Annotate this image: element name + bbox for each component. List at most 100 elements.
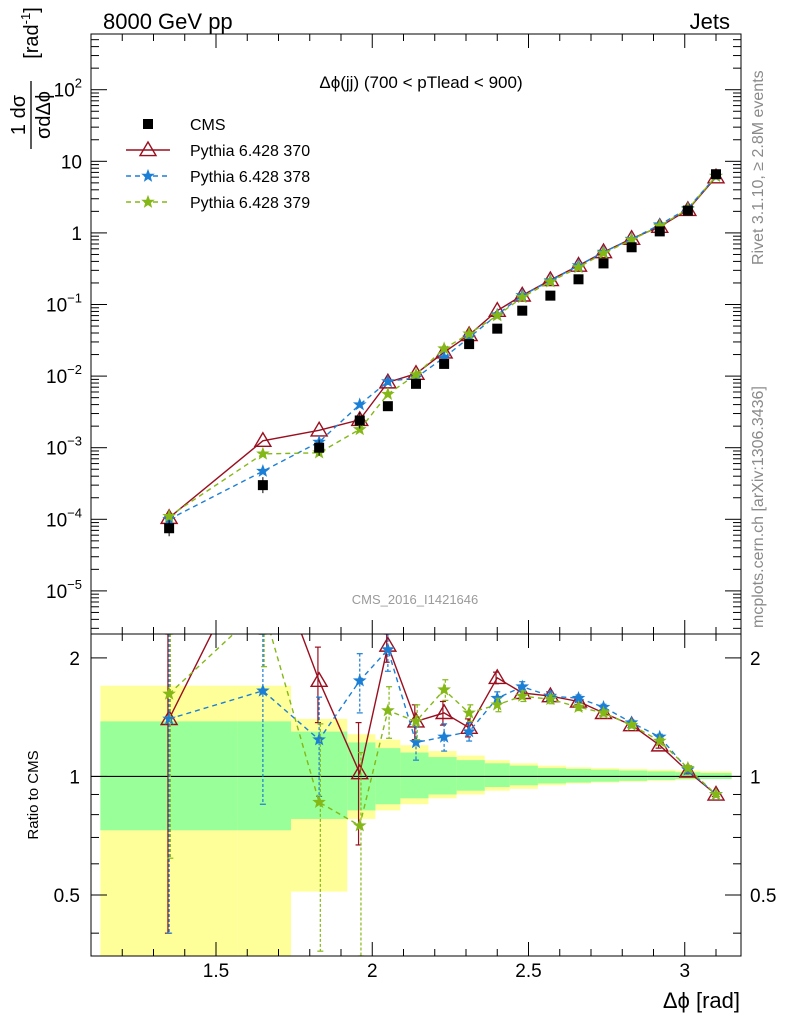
stat-uncertainty-band: [509, 765, 538, 786]
series-line-2: [168, 175, 717, 517]
y-tick-label-right: 1: [750, 767, 761, 788]
data-point: [626, 242, 637, 253]
ratio-point-2: [437, 682, 451, 696]
y-tick-exponent: 2: [75, 76, 82, 91]
y-label-denominator: σdΔϕ: [33, 91, 55, 139]
process-label: Jets: [690, 9, 730, 34]
data-point: [711, 169, 721, 180]
stat-uncertainty-band: [647, 771, 676, 780]
x-tick-label: 3: [679, 961, 690, 982]
ratio-point-1: [312, 732, 326, 746]
stat-uncertainty-band: [484, 763, 510, 788]
data-point: [382, 401, 393, 412]
legend-marker-star: [141, 194, 155, 208]
ratio-point-1: [352, 673, 367, 687]
uncertainty-bands: [91, 685, 741, 956]
ratio-point-2: [681, 760, 695, 774]
legend-label: Pythia 6.428 370: [190, 143, 310, 160]
top-series: [159, 167, 726, 537]
y-tick-label-left: 2: [69, 649, 80, 670]
mcplots-label: mcplots.cern.ch [arXiv:1306.3436]: [750, 386, 767, 628]
ratio-point-2: [257, 601, 268, 612]
stat-uncertainty-band: [619, 770, 648, 781]
ratio-point-2: [490, 697, 505, 711]
legend-item-3: Pythia 6.428 379: [126, 194, 310, 212]
y-tick-label: 10: [61, 152, 82, 173]
y-tick-label: 10−4: [46, 505, 82, 531]
y-tick-base: 10: [46, 439, 67, 460]
ratio-point-2: [312, 795, 326, 809]
y-tick-base: 1: [71, 224, 82, 245]
stat-uncertainty-band: [566, 768, 591, 783]
data-point: [411, 378, 421, 389]
data-point: [573, 274, 584, 285]
ratio-point-1: [381, 642, 395, 656]
series-point-2: [409, 367, 423, 381]
ratio-point-2: [409, 714, 423, 728]
data-point: [164, 523, 175, 534]
y-tick-exponent: −2: [67, 362, 82, 377]
series-point-1: [256, 464, 270, 477]
x-axis-label: Δϕ [rad]: [663, 988, 740, 1013]
data-point: [654, 226, 665, 237]
ratio-line-0: [168, 634, 717, 796]
stat-uncertainty-band: [591, 769, 620, 782]
series-point-2: [515, 290, 530, 304]
ratio-series: [159, 601, 726, 956]
legend-marker-star: [141, 168, 155, 182]
series-point-2: [490, 308, 505, 322]
top-frame: [90, 33, 742, 635]
series-point-2: [462, 326, 476, 340]
legend-label: Pythia 6.428 378: [190, 169, 310, 186]
x-tick-label: 2: [367, 961, 378, 982]
data-point: [439, 358, 450, 369]
legend-label: CMS: [190, 117, 226, 134]
data-point: [314, 442, 325, 453]
ratio-point-2: [515, 688, 530, 702]
legend-marker-triangle: [138, 140, 158, 157]
y-tick-label: 1: [71, 224, 82, 245]
y-tick-label: 10−2: [46, 362, 82, 388]
y-tick-base: 10: [46, 510, 67, 531]
y-tick-exponent: −5: [67, 577, 82, 592]
series-point-2: [596, 246, 611, 260]
y-tick-label-left: 0.5: [54, 886, 80, 907]
chart-title: Δϕ(jj) (700 < pTlead < 900): [319, 73, 522, 92]
legend-marker-square: [143, 119, 153, 129]
ratio-point-2: [543, 692, 558, 706]
series-point-2: [352, 422, 367, 436]
ratio-point-2: [381, 703, 395, 717]
y-label-numerator: 1 dσ: [8, 94, 30, 135]
stat-uncertainty-band: [428, 757, 457, 795]
data-point: [545, 290, 556, 301]
y-tick-label: 10−1: [46, 291, 82, 317]
y-tick-label-right: 2: [750, 649, 761, 670]
data-point: [354, 415, 365, 426]
ratio-point-2: [652, 733, 667, 747]
series-point-2: [571, 260, 586, 274]
y-tick-exponent: −1: [67, 291, 82, 306]
data-point: [257, 480, 268, 491]
ratio-point-0: [434, 703, 454, 720]
legend: CMS Pythia 6.428 370 Pythia 6.428 378 Pythi…: [126, 117, 310, 212]
data-point: [492, 323, 503, 334]
bottom-axes: 1.5 2 2.5 3 0.5 0.5 1 1 2 2: [54, 634, 776, 982]
y-axis-label-bottom: Ratio to CMS: [25, 750, 42, 839]
data-point: [464, 339, 475, 350]
rivet-label: Rivet 3.1.10, ≥ 2.8M events: [750, 70, 767, 265]
ratio-point-2: [352, 818, 367, 832]
series-point-2: [381, 386, 395, 400]
stat-uncertainty-band: [456, 760, 485, 791]
legend-item-1: Pythia 6.428 370: [126, 140, 310, 160]
data-point: [682, 205, 693, 216]
y-tick-base: 10: [46, 367, 67, 388]
series-point-2: [256, 446, 270, 460]
x-tick-label: 2.5: [515, 961, 541, 982]
data-point: [517, 305, 528, 316]
y-tick-base: 10: [46, 582, 67, 603]
ratio-series-2: [162, 601, 723, 956]
y-axis-label-top: 1 dσ σdΔϕ [rad-1]: [8, 7, 55, 149]
y-tick-base: 10: [54, 81, 75, 102]
